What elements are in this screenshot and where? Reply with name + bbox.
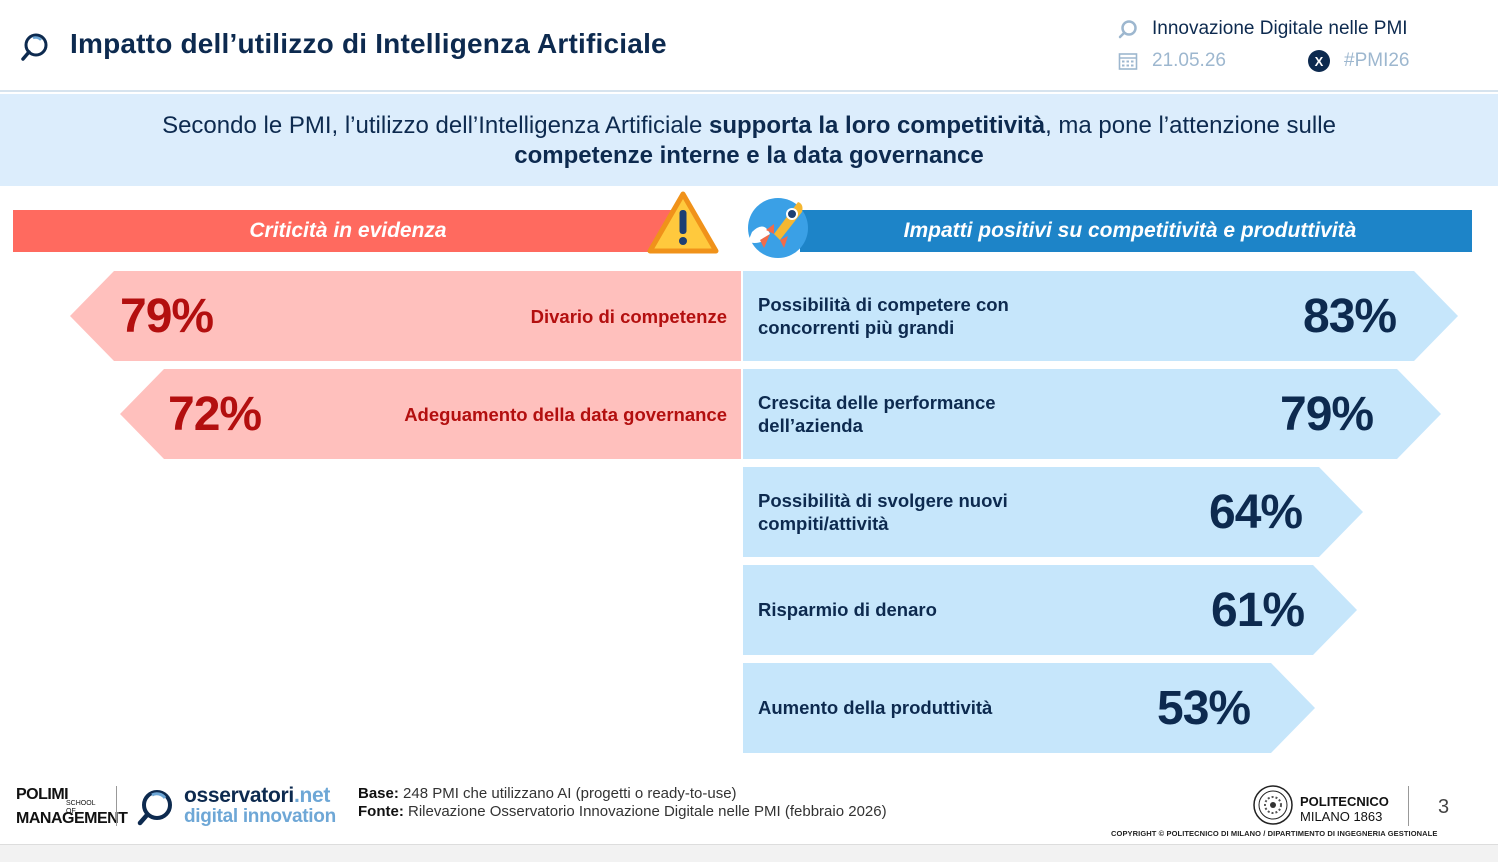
impatto-value-5: 53% bbox=[1157, 682, 1251, 735]
impatto-label-3-line1: Possibilità di svolgere nuovi bbox=[758, 490, 1008, 511]
impatto-value-3: 64% bbox=[1209, 486, 1303, 539]
politecnico-city: MILANO 1863 bbox=[1300, 809, 1383, 824]
polimi-logo-line1: POLIMI bbox=[16, 786, 69, 803]
summary-banner: Secondo le PMI, l’utilizzo dell’Intellig… bbox=[0, 94, 1498, 186]
x-social-icon[interactable]: X bbox=[1308, 50, 1330, 72]
impatto-label-1: Possibilità di competere con concorrenti … bbox=[758, 293, 1009, 339]
criticita-item-2: 72% Adeguamento della data governance bbox=[120, 369, 741, 459]
slide-footer: POLIMI SCHOOL OF MANAGEMENT osservatori.… bbox=[0, 780, 1498, 862]
base-label: Base: bbox=[358, 785, 399, 802]
impatto-item-4: Risparmio di denaro 61% bbox=[743, 565, 1357, 655]
event-meta: Innovazione Digitale nelle PMI 21.05.26 … bbox=[1118, 14, 1458, 80]
rocket-icon bbox=[748, 198, 808, 258]
impatto-item-3: Possibilità di svolgere nuovi compiti/att… bbox=[743, 467, 1363, 557]
event-hashtag[interactable]: #PMI26 bbox=[1344, 50, 1410, 71]
impatto-arrow-3 bbox=[743, 467, 1363, 557]
base-note: Base: 248 PMI che utilizzano AI (progett… bbox=[358, 785, 887, 803]
criticita-arrow-1 bbox=[70, 271, 741, 361]
criticita-title: Criticità in evidenza bbox=[249, 219, 447, 242]
event-date: 21.05.26 bbox=[1152, 50, 1226, 71]
impatto-arrow-4 bbox=[743, 565, 1357, 655]
fonte-text: Rilevazione Osservatorio Innovazione Dig… bbox=[408, 803, 887, 820]
impatto-label-2-line1: Crescita delle performance bbox=[758, 392, 996, 413]
politecnico-seal-icon bbox=[1253, 785, 1293, 825]
impatto-label-1-line1: Possibilità di competere con bbox=[758, 294, 1009, 315]
fonte-note: Fonte: Rilevazione Osservatorio Innovazi… bbox=[358, 803, 887, 821]
page-number: 3 bbox=[1438, 796, 1450, 818]
criticita-label-1: Divario di competenze bbox=[530, 306, 727, 327]
impatti-header: Impatti positivi su competitività e prod… bbox=[800, 210, 1472, 252]
criticita-header: Criticità in evidenza bbox=[13, 210, 685, 252]
magnifier-icon bbox=[1118, 20, 1137, 39]
banner-line-2: competenze interne e la data governance bbox=[0, 141, 1498, 171]
magnifier-logo-icon bbox=[21, 33, 48, 61]
criticita-label-2: Adeguamento della data governance bbox=[404, 404, 727, 425]
header-divider bbox=[0, 90, 1498, 92]
event-name: Innovazione Digitale nelle PMI bbox=[1152, 18, 1408, 39]
impatto-value-2: 79% bbox=[1280, 388, 1374, 441]
impatto-label-3-line2: compiti/attività bbox=[758, 513, 889, 534]
bottom-strip bbox=[0, 844, 1498, 862]
copyright-notice: COPYRIGHT © POLITECNICO DI MILANO / DIPA… bbox=[1111, 829, 1438, 838]
impatto-arrow-5 bbox=[743, 663, 1315, 753]
polimi-logo-line2: MANAGEMENT bbox=[16, 810, 128, 827]
osservatori-magnifier-icon bbox=[137, 790, 172, 826]
polimi-logo-small: SCHOOL OF bbox=[66, 800, 96, 815]
banner-text-2: , ma pone l’attenzione sulle bbox=[1045, 112, 1336, 139]
fonte-label: Fonte: bbox=[358, 803, 404, 820]
banner-text-1: Secondo le PMI, l’utilizzo dell’Intellig… bbox=[162, 112, 710, 139]
criticita-value-2: 72% bbox=[168, 388, 262, 441]
impatto-label-1-line2: concorrenti più grandi bbox=[758, 317, 955, 338]
impatto-arrow-2 bbox=[743, 369, 1441, 459]
page-title: Impatto dell’utilizzo di Intelligenza Ar… bbox=[70, 28, 667, 59]
osservatori-logo: osservatori.net digital innovation bbox=[136, 784, 346, 830]
banner-bold-1: supporta la loro competitività bbox=[709, 112, 1046, 139]
footer-divider-2 bbox=[1408, 786, 1409, 826]
impatto-item-2: Crescita delle performance dell’azienda 7… bbox=[743, 369, 1441, 459]
polimi-logo: POLIMI SCHOOL OF MANAGEMENT bbox=[16, 786, 128, 828]
impatto-value-1: 83% bbox=[1303, 290, 1397, 343]
impatto-item-5: Aumento della produttività 53% bbox=[743, 663, 1315, 753]
footer-divider-1 bbox=[116, 786, 117, 826]
osservatori-name-tld: .net bbox=[293, 784, 331, 807]
politecnico-logo: POLITECNICO MILANO 1863 bbox=[1252, 784, 1402, 828]
impatto-label-2-line2: dell’azienda bbox=[758, 415, 863, 436]
calendar-icon bbox=[1118, 53, 1138, 70]
criticita-arrow-2 bbox=[120, 369, 741, 459]
impatto-label-2: Crescita delle performance dell’azienda bbox=[758, 391, 996, 437]
impatto-arrow-1 bbox=[743, 271, 1458, 361]
impatto-value-4: 61% bbox=[1211, 584, 1305, 637]
hashtag-row: X #PMI26 bbox=[1308, 50, 1409, 72]
osservatori-name-main: osservatori bbox=[184, 784, 294, 807]
banner-line-1: Secondo le PMI, l’utilizzo dell’Intellig… bbox=[0, 111, 1498, 141]
slide-header: Impatto dell’utilizzo di Intelligenza Ar… bbox=[0, 0, 1498, 92]
impatto-label-3: Possibilità di svolgere nuovi compiti/att… bbox=[758, 489, 1008, 535]
osservatori-name: osservatori.net bbox=[184, 784, 330, 808]
impatto-label-4: Risparmio di denaro bbox=[758, 599, 937, 620]
source-notes: Base: 248 PMI che utilizzano AI (progett… bbox=[358, 785, 887, 821]
date-row: 21.05.26 bbox=[1118, 50, 1226, 72]
impatto-label-5: Aumento della produttività bbox=[758, 697, 993, 718]
osservatori-sub: digital innovation bbox=[184, 806, 336, 827]
warning-icon bbox=[647, 191, 719, 254]
base-text: 248 PMI che utilizzano AI (progetti o re… bbox=[403, 785, 737, 802]
criticita-value-1: 79% bbox=[120, 290, 214, 343]
politecnico-name: POLITECNICO bbox=[1300, 794, 1389, 809]
criticita-item-1: 79% Divario di competenze bbox=[70, 271, 741, 361]
impatti-title: Impatti positivi su competitività e prod… bbox=[903, 219, 1357, 242]
banner-bold-2: competenze interne e la data governance bbox=[514, 142, 984, 169]
event-row: Innovazione Digitale nelle PMI bbox=[1118, 18, 1408, 40]
impatto-item-1: Possibilità di competere con concorrenti … bbox=[743, 271, 1458, 361]
